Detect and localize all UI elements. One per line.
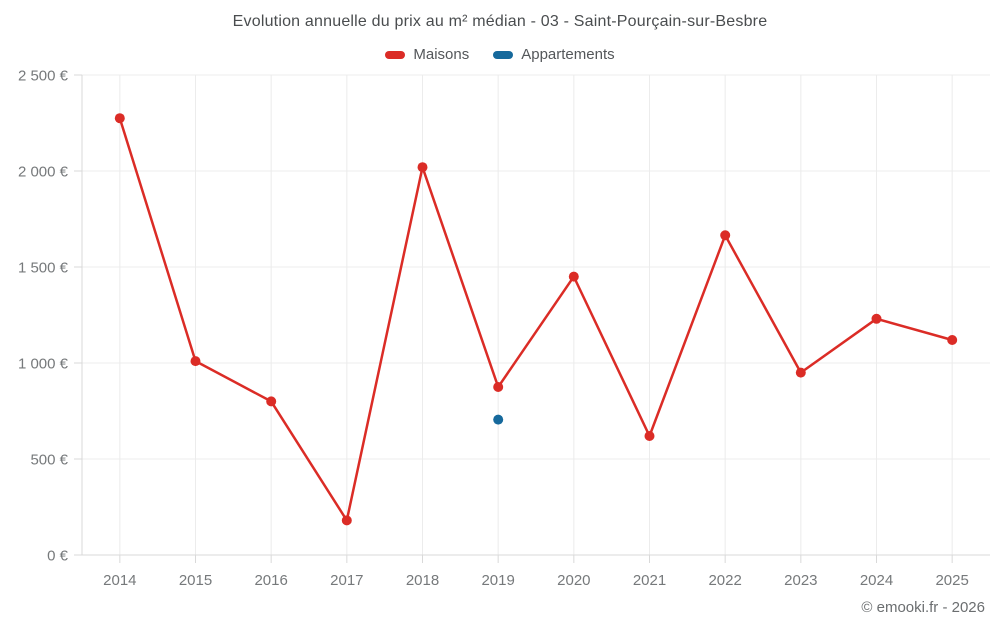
legend-item-appartements[interactable]: Appartements (493, 46, 615, 63)
y-axis-label: 2 500 € (18, 67, 69, 84)
x-axis-label: 2025 (935, 572, 968, 589)
x-axis-label: 2020 (557, 572, 590, 589)
x-axis-label: 2016 (254, 572, 287, 589)
data-point-maisons[interactable] (795, 367, 806, 378)
x-axis-label: 2023 (784, 572, 817, 589)
data-point-maisons[interactable] (493, 382, 504, 392)
y-axis-label: 500 € (30, 451, 68, 468)
copyright-footer: © emooki.fr - 2026 (861, 599, 985, 616)
data-point-maisons[interactable] (568, 271, 579, 282)
chart-title: Evolution annuelle du prix au m² médian … (232, 13, 768, 30)
x-axis-label: 2021 (633, 572, 666, 589)
x-axis-label: 2019 (481, 572, 514, 589)
legend-swatch-maisons-icon (385, 50, 406, 59)
series-line-maisons (118, 116, 954, 522)
x-axis-label: 2018 (406, 572, 439, 589)
data-point-maisons[interactable] (266, 396, 277, 407)
legend-label-maisons: Maisons (413, 46, 470, 63)
x-axis-label: 2015 (179, 572, 212, 589)
y-axis-label: 1 500 € (18, 259, 69, 276)
data-point-maisons[interactable] (871, 313, 882, 324)
y-axis-label: 0 € (47, 547, 69, 564)
x-axis-label: 2017 (330, 572, 363, 589)
data-point-maisons[interactable] (644, 431, 655, 441)
x-axis-label: 2024 (860, 572, 893, 589)
data-point-maisons[interactable] (947, 335, 958, 345)
chart-legend: Maisons Appartements (0, 46, 1000, 63)
x-axis-label: 2022 (708, 572, 741, 589)
data-point-maisons[interactable] (341, 515, 352, 526)
y-axis-label: 2 000 € (18, 163, 69, 180)
data-point-maisons[interactable] (190, 356, 201, 367)
data-point-maisons[interactable] (417, 162, 428, 173)
data-point-appartements[interactable] (493, 414, 504, 425)
legend-label-appartements: Appartements (521, 46, 615, 63)
legend-swatch-appartements-icon (493, 50, 514, 59)
x-axis-label: 2014 (103, 572, 136, 589)
data-point-maisons[interactable] (114, 113, 125, 124)
legend-item-maisons[interactable]: Maisons (385, 46, 469, 63)
data-point-maisons[interactable] (720, 230, 731, 241)
y-axis-label: 1 000 € (18, 355, 69, 372)
